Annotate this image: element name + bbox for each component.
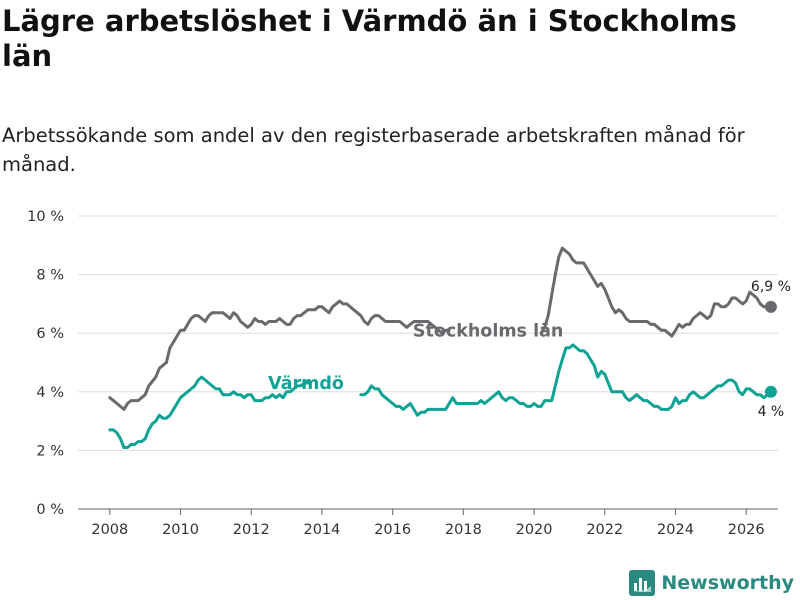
brand-name: Newsworthy [661,572,794,594]
end-label-varmdo: 4 % [758,404,785,420]
bar-chart-logo-icon [629,570,656,596]
newsworthy-logo[interactable]: Newsworthy [629,570,794,596]
y-tick-label: 2 % [36,443,64,459]
x-tick-label: 2026 [728,522,765,538]
chart-subtitle: Arbetssökande som andel av den registerb… [2,124,745,176]
x-tick-label: 2010 [162,522,199,538]
y-tick-label: 10 % [27,209,64,225]
x-tick-label: 2008 [91,522,128,538]
end-point-varmdo [764,385,777,398]
series-line-stockholm [539,246,773,338]
x-tick-label: 2012 [233,522,270,538]
y-tick-label: 0 % [36,502,64,518]
x-tick-label: 2018 [445,522,482,538]
y-tick-label: 6 % [36,326,64,342]
series-line-varmdo [359,343,773,417]
x-tick-label: 2014 [303,522,340,538]
series-line-stockholm [108,299,451,411]
x-tick-label: 2024 [657,522,694,538]
x-tick-label: 2016 [374,522,411,538]
x-tick-label: 2020 [516,522,553,538]
x-tick-label: 2022 [586,522,623,538]
y-tick-label: 8 % [36,268,64,284]
series-line-varmdo [108,375,310,449]
series-label-stockholm: Stockholms län [413,321,564,341]
y-tick-label: 4 % [36,385,64,401]
series-label-varmdo: Värmdö [268,374,344,394]
chart-title: Lägre arbetslöshet i Värmdö än i Stockho… [2,4,737,73]
end-label-stockholm: 6,9 % [751,279,791,295]
end-point-stockholm [764,300,777,313]
